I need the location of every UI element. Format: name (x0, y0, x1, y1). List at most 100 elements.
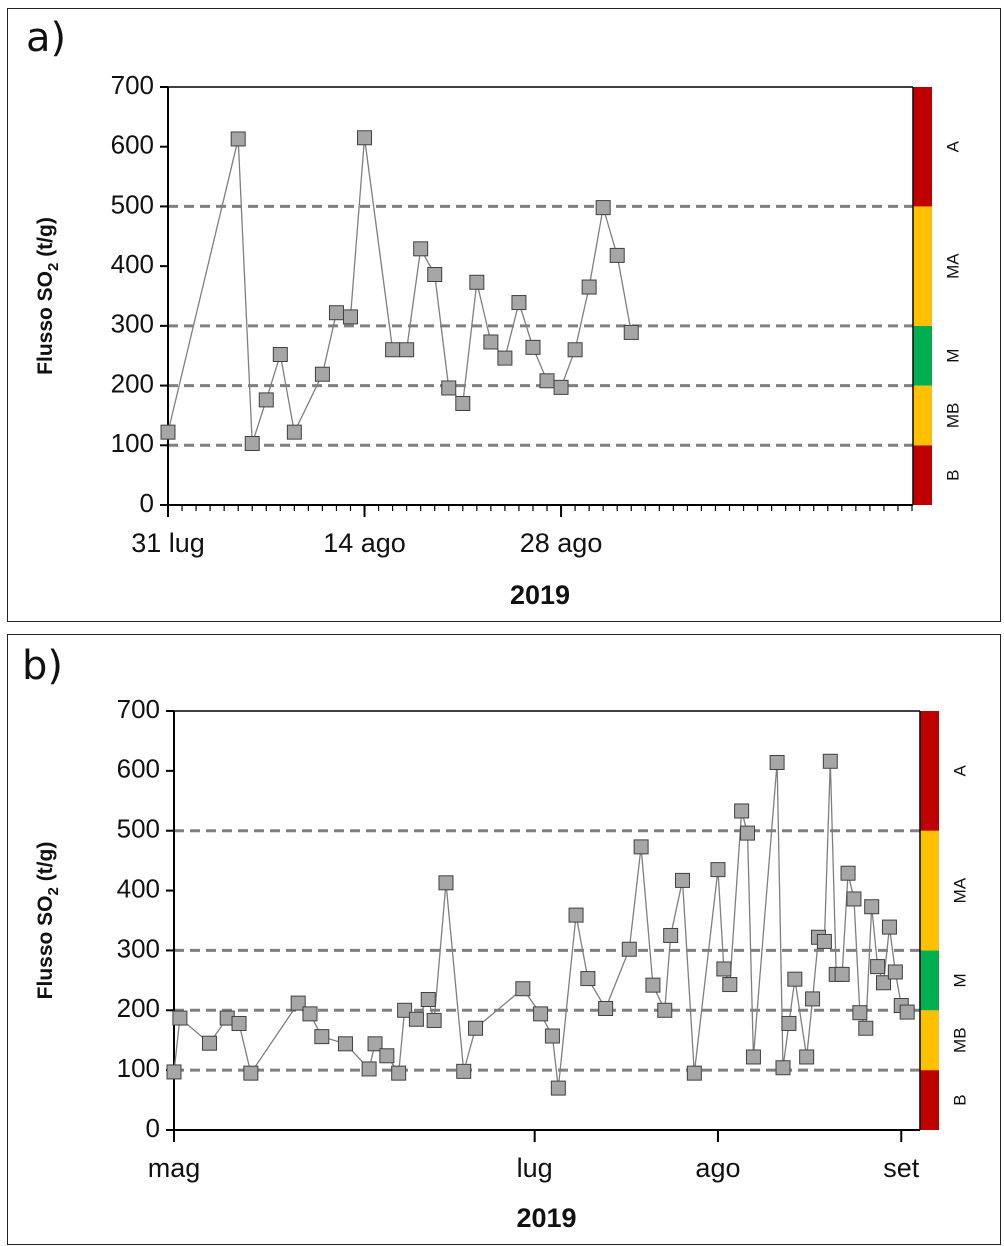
data-point (663, 927, 679, 943)
data-point (441, 380, 457, 396)
x-tick-label: 28 ago (520, 528, 603, 558)
data-point (722, 977, 738, 993)
data-point (342, 309, 358, 325)
data-point (328, 305, 344, 321)
y-tick-label: 400 (111, 249, 154, 279)
data-point (408, 1011, 424, 1027)
band-label: MB (950, 1027, 969, 1053)
data-point (840, 865, 856, 881)
data-point (567, 342, 583, 358)
data-point (399, 342, 415, 358)
x-axis-title: 2019 (510, 580, 570, 610)
band-m (913, 325, 932, 386)
data-point (609, 247, 625, 263)
data-point (550, 1080, 566, 1096)
band-label: M (950, 973, 969, 987)
band-label: A (943, 140, 962, 152)
data-point (272, 347, 288, 363)
x-tick-label: 31 lug (131, 528, 205, 558)
data-point (553, 379, 569, 395)
data-point (581, 279, 597, 295)
y-tick-label: 600 (117, 754, 160, 784)
data-point (805, 991, 821, 1007)
data-point (525, 339, 541, 355)
data-point (595, 200, 611, 216)
data-point (533, 1006, 549, 1022)
data-point (160, 424, 176, 440)
data-point (258, 392, 274, 408)
x-axis-title: 2019 (516, 1203, 576, 1233)
data-point (166, 1064, 182, 1080)
y-tick-label: 200 (117, 993, 160, 1023)
data-point (515, 981, 531, 997)
band-label: MB (943, 403, 962, 429)
data-point (361, 1061, 377, 1077)
data-point (598, 1000, 614, 1016)
y-tick-label: 500 (117, 814, 160, 844)
band-ma (920, 830, 939, 951)
y-axis-title-main: Flusso SO (34, 895, 57, 999)
data-point (568, 907, 584, 923)
y-tick-label: 700 (117, 694, 160, 724)
data-point (887, 964, 903, 980)
chart-a-svg: B MB M MA A 0 100 200 300 400 500 600 700 31 lug 14 ag… (34, 70, 962, 610)
data-point (781, 1015, 797, 1031)
band-label: A (950, 765, 969, 777)
y-tick-label: 400 (117, 873, 160, 903)
band-b (920, 1070, 939, 1130)
data-point (716, 961, 732, 977)
y-tick-label: 100 (117, 1053, 160, 1083)
data-point (580, 971, 596, 987)
data-point (243, 1065, 259, 1081)
data-point (427, 267, 443, 283)
data-point (822, 753, 838, 769)
data-point (745, 1049, 761, 1065)
data-point (290, 995, 306, 1011)
y-axis-title-unit: (t/g) (34, 842, 57, 887)
data-point (899, 1004, 915, 1020)
data-point (231, 1015, 247, 1031)
y-axis-title-subscript: 2 (45, 887, 62, 895)
data-point (734, 803, 750, 819)
data-point (314, 366, 330, 382)
data-point (455, 395, 471, 411)
x-tick-label: ago (695, 1153, 740, 1183)
x-tick-label: mag (148, 1153, 201, 1183)
data-point (674, 872, 690, 888)
data-point (201, 1035, 217, 1051)
band-m (920, 950, 939, 1011)
data-point (391, 1065, 407, 1081)
y-tick-label: 300 (111, 309, 154, 339)
series-line (173, 761, 908, 1089)
panel-label: a) (26, 15, 67, 61)
data-point (314, 1029, 330, 1045)
data-point (799, 1049, 815, 1065)
data-point (511, 295, 527, 311)
data-point (645, 977, 661, 993)
data-point (426, 1012, 442, 1028)
data-point (302, 1006, 318, 1022)
y-tick-label: 500 (111, 189, 154, 219)
x-tick-label: lug (517, 1153, 553, 1183)
band-mb (920, 1010, 939, 1071)
data-point (876, 975, 892, 991)
data-point (775, 1060, 791, 1076)
data-point (286, 424, 302, 440)
y-tick-label: 700 (111, 70, 154, 100)
band-a (913, 87, 932, 207)
band-label: B (943, 469, 962, 480)
y-tick-label: 0 (140, 488, 154, 518)
y-tick-label: 300 (117, 933, 160, 963)
y-axis-title: Flusso SO2 (t/g) (34, 217, 62, 375)
data-point (710, 862, 726, 878)
data-point (367, 1036, 383, 1052)
data-point (881, 919, 897, 935)
data-point (539, 373, 555, 389)
band-label: B (950, 1094, 969, 1105)
data-point (657, 1002, 673, 1018)
data-point (740, 825, 756, 841)
y-tick-label: 200 (111, 368, 154, 398)
y-axis-title-main: Flusso SO (34, 271, 57, 375)
data-point (846, 891, 862, 907)
y-tick-label: 100 (111, 428, 154, 458)
